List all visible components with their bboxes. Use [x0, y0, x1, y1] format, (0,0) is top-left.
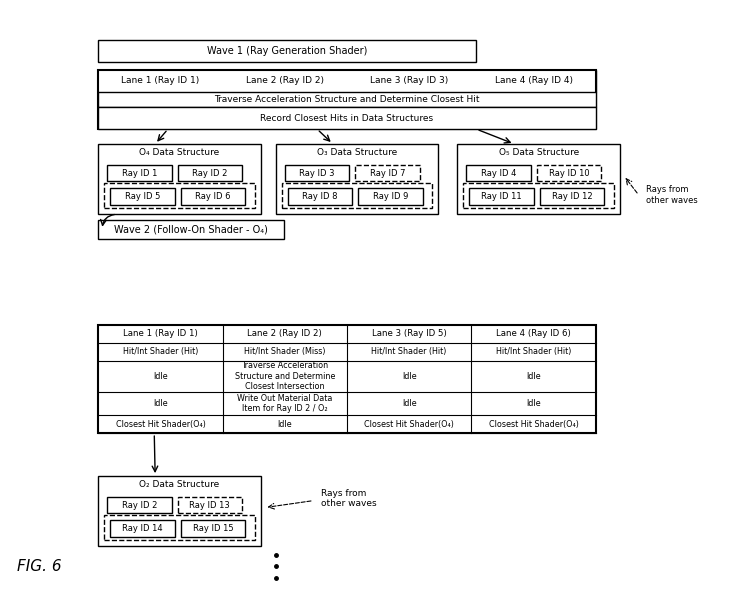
Text: O₄ Data Structure: O₄ Data Structure [139, 148, 220, 157]
FancyBboxPatch shape [348, 70, 471, 92]
FancyBboxPatch shape [110, 188, 175, 205]
FancyBboxPatch shape [98, 70, 222, 92]
Text: O₃ Data Structure: O₃ Data Structure [317, 148, 398, 157]
Text: Wave 2 (Follow-On Shader - O₄): Wave 2 (Follow-On Shader - O₄) [114, 225, 268, 234]
FancyBboxPatch shape [355, 165, 420, 181]
Text: Lane 1 (Ray ID 1): Lane 1 (Ray ID 1) [121, 76, 199, 86]
FancyBboxPatch shape [466, 165, 531, 181]
Text: Ray ID 11: Ray ID 11 [482, 192, 522, 201]
Text: Ray ID 2: Ray ID 2 [122, 500, 157, 510]
Text: Ray ID 8: Ray ID 8 [302, 192, 338, 201]
FancyBboxPatch shape [98, 92, 596, 107]
Text: Idle: Idle [153, 371, 168, 381]
FancyBboxPatch shape [98, 325, 596, 433]
FancyBboxPatch shape [276, 144, 438, 214]
FancyBboxPatch shape [285, 165, 349, 181]
Text: Idle: Idle [277, 419, 292, 429]
Text: O₂ Data Structure: O₂ Data Structure [139, 480, 220, 489]
Text: Closest Hit Shader(O₄): Closest Hit Shader(O₄) [116, 419, 206, 429]
Text: Lane 3 (Ray ID 3): Lane 3 (Ray ID 3) [370, 76, 448, 86]
Text: Ray ID 15: Ray ID 15 [193, 524, 233, 533]
Text: Ray ID 6: Ray ID 6 [195, 192, 231, 201]
FancyBboxPatch shape [107, 165, 172, 181]
FancyBboxPatch shape [98, 220, 284, 239]
Text: Idle: Idle [402, 371, 417, 381]
Text: FIG. 6: FIG. 6 [17, 559, 62, 574]
Text: Rays from
other waves: Rays from other waves [321, 488, 377, 508]
FancyBboxPatch shape [98, 70, 596, 129]
Text: Lane 3 (Ray ID 5): Lane 3 (Ray ID 5) [372, 329, 447, 339]
Text: O₅ Data Structure: O₅ Data Structure [498, 148, 579, 157]
FancyBboxPatch shape [288, 188, 352, 205]
FancyBboxPatch shape [104, 515, 255, 540]
FancyBboxPatch shape [98, 144, 261, 214]
Text: Traverse Acceleration
Structure and Determine
Closest Intersection: Traverse Acceleration Structure and Dete… [234, 361, 335, 391]
Text: Ray ID 7: Ray ID 7 [370, 168, 405, 178]
Text: Hit/Int Shader (Hit): Hit/Int Shader (Hit) [496, 347, 572, 356]
Text: Hit/Int Shader (Miss): Hit/Int Shader (Miss) [244, 347, 326, 356]
FancyBboxPatch shape [223, 70, 346, 92]
FancyBboxPatch shape [540, 188, 604, 205]
Text: Closest Hit Shader(O₄): Closest Hit Shader(O₄) [488, 419, 578, 429]
FancyBboxPatch shape [463, 183, 614, 208]
FancyBboxPatch shape [98, 107, 596, 129]
Text: Hit/Int Shader (Hit): Hit/Int Shader (Hit) [122, 347, 198, 356]
FancyBboxPatch shape [104, 183, 255, 208]
Text: Lane 1 (Ray ID 1): Lane 1 (Ray ID 1) [123, 329, 198, 339]
Text: Wave 1 (Ray Generation Shader): Wave 1 (Ray Generation Shader) [207, 46, 367, 56]
FancyBboxPatch shape [282, 183, 432, 208]
Text: Record Closest Hits in Data Structures: Record Closest Hits in Data Structures [260, 114, 434, 123]
Text: Ray ID 10: Ray ID 10 [549, 168, 589, 178]
Text: Idle: Idle [402, 399, 417, 408]
Text: Ray ID 4: Ray ID 4 [481, 168, 516, 178]
FancyBboxPatch shape [107, 497, 172, 513]
Text: Lane 2 (Ray ID 2): Lane 2 (Ray ID 2) [247, 329, 322, 339]
Text: Ray ID 2: Ray ID 2 [192, 168, 228, 178]
FancyBboxPatch shape [457, 144, 620, 214]
Text: Idle: Idle [526, 371, 541, 381]
FancyBboxPatch shape [178, 165, 242, 181]
Text: Ray ID 1: Ray ID 1 [122, 168, 157, 178]
Text: Idle: Idle [526, 399, 541, 408]
Text: Lane 4 (Ray ID 4): Lane 4 (Ray ID 4) [495, 76, 573, 86]
Text: Lane 2 (Ray ID 2): Lane 2 (Ray ID 2) [246, 76, 324, 86]
FancyBboxPatch shape [472, 70, 596, 92]
Text: Rays from
other waves: Rays from other waves [646, 186, 698, 205]
Text: Ray ID 5: Ray ID 5 [125, 192, 160, 201]
FancyBboxPatch shape [537, 165, 601, 181]
FancyBboxPatch shape [110, 520, 175, 537]
FancyBboxPatch shape [358, 188, 423, 205]
FancyBboxPatch shape [98, 476, 261, 546]
Text: Hit/Int Shader (Hit): Hit/Int Shader (Hit) [371, 347, 447, 356]
Text: Lane 4 (Ray ID 6): Lane 4 (Ray ID 6) [496, 329, 571, 339]
Text: Ray ID 12: Ray ID 12 [552, 192, 592, 201]
Text: Closest Hit Shader(O₄): Closest Hit Shader(O₄) [364, 419, 454, 429]
Text: Write Out Material Data
Item for Ray ID 2 / O₂: Write Out Material Data Item for Ray ID … [237, 394, 333, 413]
FancyBboxPatch shape [98, 40, 476, 62]
Text: Ray ID 3: Ray ID 3 [299, 168, 335, 178]
FancyBboxPatch shape [181, 520, 245, 537]
Text: Traverse Acceleration Structure and Determine Closest Hit: Traverse Acceleration Structure and Dete… [214, 95, 480, 104]
FancyBboxPatch shape [181, 188, 245, 205]
Text: Ray ID 9: Ray ID 9 [373, 192, 408, 201]
Text: Ray ID 14: Ray ID 14 [122, 524, 163, 533]
Text: Idle: Idle [153, 399, 168, 408]
FancyBboxPatch shape [178, 497, 242, 513]
Text: Ray ID 13: Ray ID 13 [190, 500, 230, 510]
FancyBboxPatch shape [469, 188, 534, 205]
